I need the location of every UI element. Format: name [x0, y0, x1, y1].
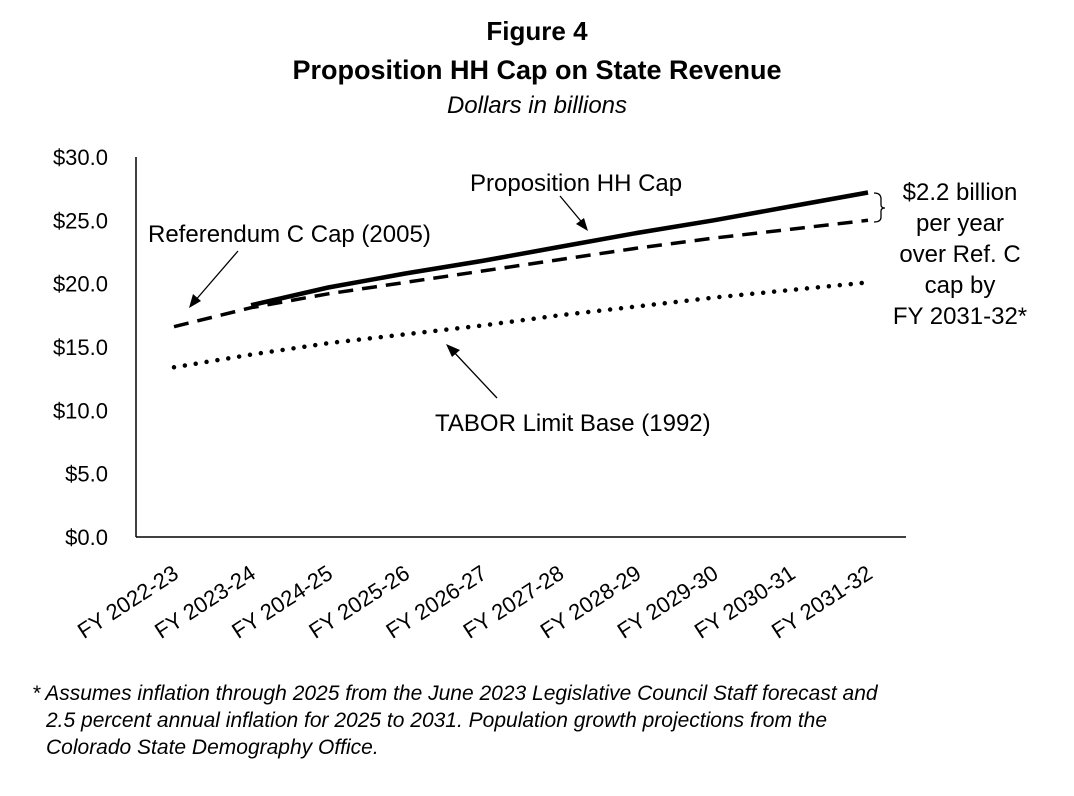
series-line-1 — [250, 190, 869, 308]
gap-note-line-1: $2.2 billion — [903, 179, 1018, 206]
series-line-2 — [173, 218, 869, 329]
figure-number: Figure 4 — [486, 16, 588, 46]
arrow-hh-head — [576, 218, 588, 231]
y-tick-label: $25.0 — [53, 208, 108, 233]
annotation-tabor-label: TABOR Limit Base (1992) — [435, 410, 711, 437]
gap-note-line-5: FY 2031-32* — [893, 303, 1027, 330]
footnote-line-2: 2.5 percent annual inflation for 2025 to… — [46, 709, 828, 732]
footnote-line-1: * Assumes inflation through 2025 from th… — [32, 682, 878, 705]
gap-note-line-2: per year — [916, 210, 1004, 237]
footnote: * Assumes inflation through 2025 from th… — [32, 680, 1032, 761]
axes — [135, 157, 906, 538]
gap-note-line-3: over Ref. C — [899, 241, 1020, 268]
annotation-refc-label: Referendum C Cap (2005) — [148, 221, 431, 248]
gap-brace — [873, 192, 886, 223]
series-lines — [171, 190, 871, 370]
annotation-hh-label: Proposition HH Cap — [470, 170, 682, 197]
annotations: Proposition HH Cap Referendum C Cap (200… — [148, 170, 1027, 437]
arrow-refc-head — [189, 294, 201, 308]
arrow-tabor-head — [446, 344, 460, 357]
y-tick-label: $5.0 — [65, 462, 108, 487]
y-tick-label: $20.0 — [53, 272, 108, 297]
gap-note-line-4: cap by — [925, 272, 996, 299]
arrow-tabor — [451, 349, 498, 399]
chart-canvas: $0.0 $5.0 $10.0 $15.0 $20.0 $25.0 $30.0 FY 202… — [53, 145, 1027, 644]
y-tick-label: $0.0 — [65, 525, 108, 550]
arrow-refc — [193, 250, 239, 303]
chart-subtitle: Dollars in billions — [446, 92, 628, 119]
y-tick-label: $30.0 — [53, 145, 108, 170]
y-tick-label: $15.0 — [53, 335, 108, 360]
chart-title: Proposition HH Cap on State Revenue — [292, 55, 782, 85]
series-line-3 — [171, 280, 871, 370]
y-axis-ticks: $0.0 $5.0 $10.0 $15.0 $20.0 $25.0 $30.0 — [53, 145, 108, 550]
footnote-line-3: Colorado State Demography Office. — [46, 736, 379, 759]
y-tick-label: $10.0 — [53, 398, 108, 423]
